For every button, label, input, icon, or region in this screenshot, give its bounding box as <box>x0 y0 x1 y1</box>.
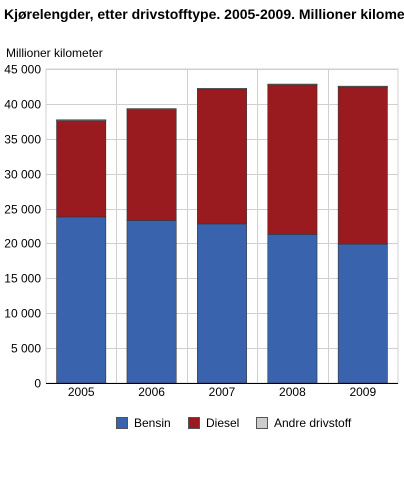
y-tick-label: 10 000 <box>4 307 41 321</box>
x-tick-label: 2007 <box>209 385 236 399</box>
legend-swatch-bensin <box>116 417 128 429</box>
y-axis-label: Millioner kilometer <box>6 46 103 60</box>
legend-swatch-andre-drivstoff <box>256 417 268 429</box>
bars <box>56 83 388 384</box>
y-tick-label: 40 000 <box>4 98 41 112</box>
y-tick-label: 5 000 <box>11 342 41 356</box>
bar-bensin-2009 <box>337 243 388 384</box>
legend-swatch-diesel <box>188 417 200 429</box>
legend-item-diesel: Diesel <box>188 416 239 430</box>
bar-andre-drivstoff-2006 <box>126 108 177 110</box>
legend-label-bensin: Bensin <box>134 416 171 430</box>
x-tick-label: 2006 <box>138 385 165 399</box>
y-tick-label: 35 000 <box>4 133 41 147</box>
x-tick-label: 2009 <box>349 385 376 399</box>
y-tick-label: 15 000 <box>4 272 41 286</box>
bar-bensin-2006 <box>126 220 177 384</box>
y-tick-label: 30 000 <box>4 168 41 182</box>
y-tick-label: 0 <box>34 377 41 391</box>
y-tick-label: 25 000 <box>4 203 41 217</box>
chart-title: Kjørelengder, etter drivstofftype. 2005-… <box>4 6 404 22</box>
bar-bensin-2008 <box>267 234 318 384</box>
legend-item-andre-drivstoff: Andre drivstoff <box>256 416 351 430</box>
legend-label-andre-drivstoff: Andre drivstoff <box>274 416 352 430</box>
legend-item-bensin: Bensin <box>116 416 171 430</box>
bar-bensin-2007 <box>197 223 247 384</box>
bar-bensin-2005 <box>56 216 107 384</box>
bar-diesel-2008 <box>267 84 318 235</box>
x-tick-label: 2005 <box>68 385 95 399</box>
bar-diesel-2005 <box>56 119 107 218</box>
bar-andre-drivstoff-2009 <box>337 85 388 88</box>
y-tick-label: 20 000 <box>4 237 41 251</box>
bar-andre-drivstoff-2005 <box>56 119 107 121</box>
bar-diesel-2006 <box>126 108 177 221</box>
bar-diesel-2009 <box>337 86 388 245</box>
x-tick-label: 2008 <box>279 385 306 399</box>
y-tick-label: 45 000 <box>4 63 41 77</box>
bar-andre-drivstoff-2007 <box>197 88 247 90</box>
bar-andre-drivstoff-2008 <box>267 83 318 86</box>
legend-label-diesel: Diesel <box>206 416 240 430</box>
legend: Bensin Diesel Andre drivstoff <box>0 416 404 436</box>
stacked-bar-chart: 0 5 000 10 000 15 000 20 000 25 000 30 000 35 0… <box>4 63 399 399</box>
axes: 0 5 000 10 000 15 000 20 000 25 000 30 000 35 0… <box>4 63 398 399</box>
bar-diesel-2007 <box>197 88 247 225</box>
